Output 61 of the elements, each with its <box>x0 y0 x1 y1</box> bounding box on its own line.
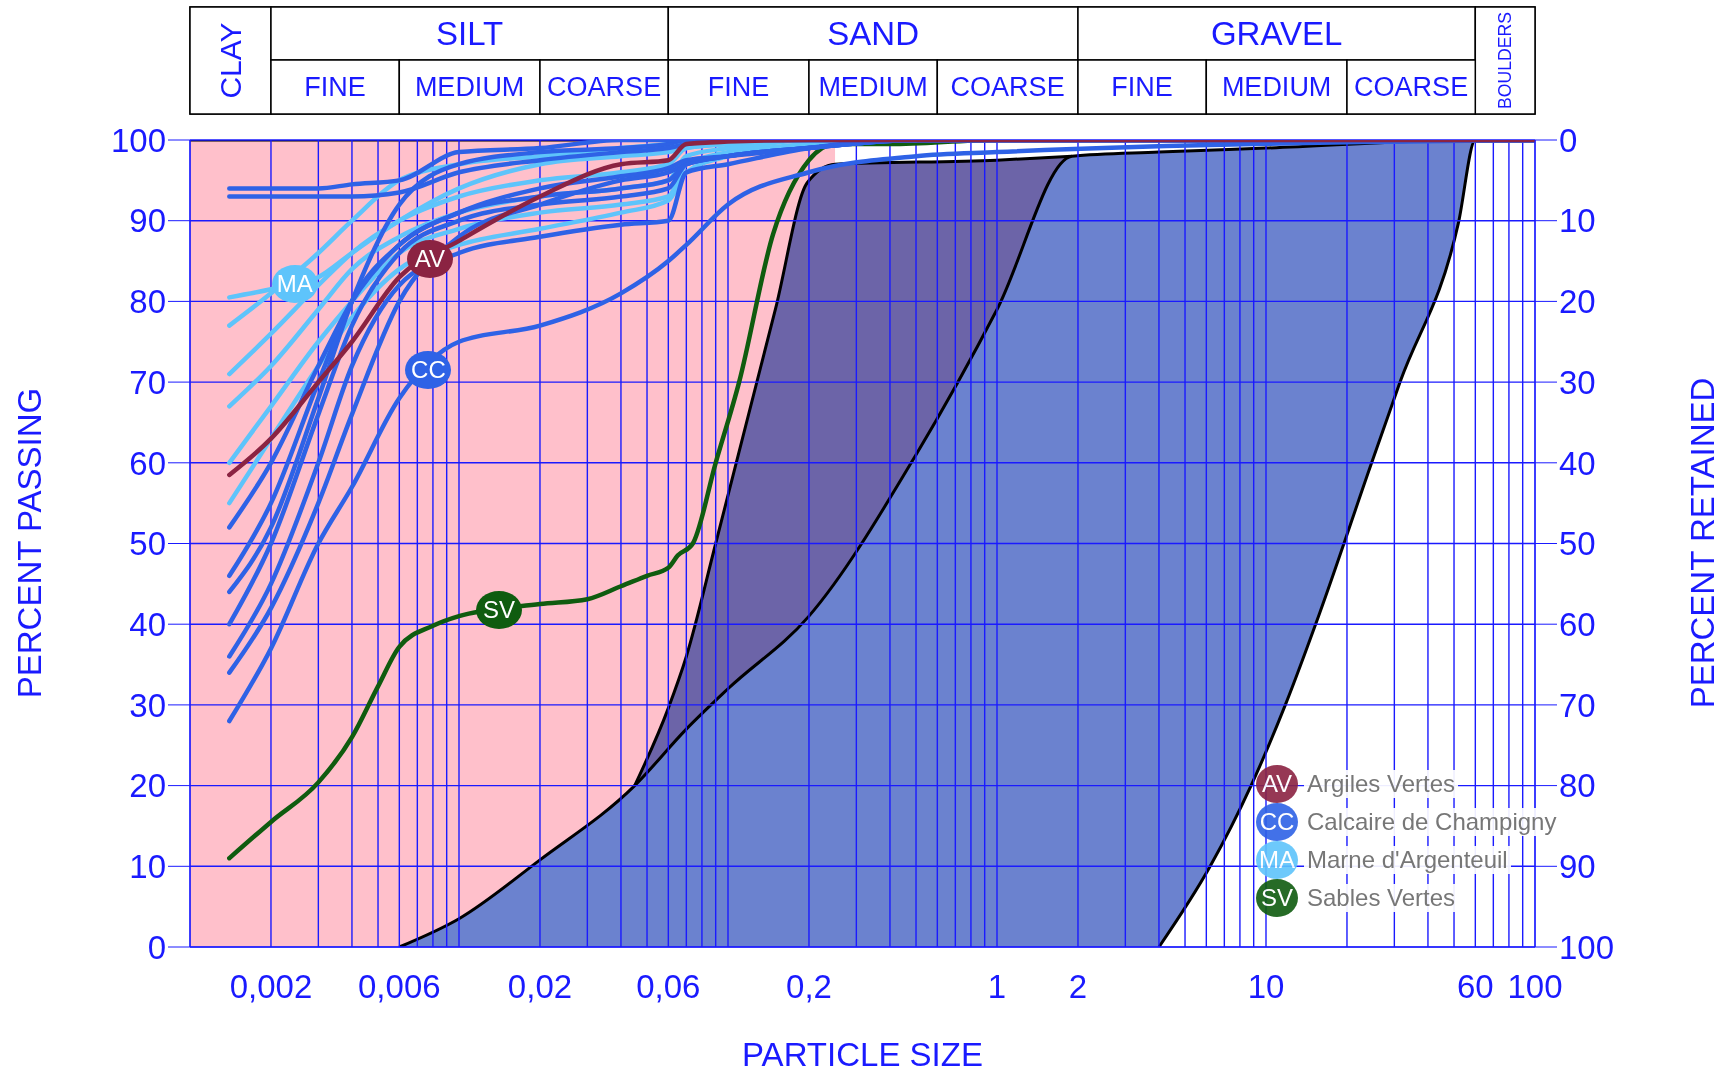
annotation: AV <box>1256 765 1298 803</box>
x-tick-label: 0,006 <box>358 968 441 1006</box>
y2-tick-label: 40 <box>1559 444 1596 482</box>
x-tick-label: 10 <box>1247 968 1285 1006</box>
legend-label: Calcaire de Champigny <box>1304 808 1560 836</box>
y2-tick-label: 50 <box>1559 525 1596 563</box>
text: MEDIUM <box>414 72 525 102</box>
text: COARSE <box>1354 72 1469 102</box>
x-tick-label: 0,02 <box>507 968 573 1006</box>
y-tick-label: 100 <box>110 121 166 159</box>
y-tick-label: 50 <box>129 525 166 563</box>
text: FINE <box>707 72 770 102</box>
y-tick-label: 20 <box>129 767 166 805</box>
legend-label: Marne d'Argenteuil <box>1304 846 1511 874</box>
x-tick-label: 0,2 <box>786 968 832 1006</box>
y-tick-label: 60 <box>129 444 166 482</box>
y2-tick-label: 70 <box>1559 686 1596 724</box>
y2-tick-label: 60 <box>1559 605 1596 643</box>
text: SILT <box>436 15 504 52</box>
legend-label: Sables Vertes <box>1304 884 1459 912</box>
annotation: CC <box>405 350 452 389</box>
y-tick-label: 30 <box>129 686 166 724</box>
x-tick-label: 0,06 <box>636 968 701 1006</box>
y-tick-label: 0 <box>147 928 166 966</box>
text: BOULDERS <box>1495 12 1516 109</box>
annotation: SV <box>476 591 523 630</box>
y2-tick-label: 0 <box>1559 121 1578 159</box>
legend-label: Argiles Vertes <box>1304 770 1459 798</box>
x-tick-label: 1 <box>987 968 1007 1006</box>
y-tick-label: 90 <box>129 202 166 240</box>
y2-tick-label: 80 <box>1559 767 1596 805</box>
y-tick-label: 10 <box>129 848 166 886</box>
annotation: MA <box>271 264 318 303</box>
annotation: MA <box>1256 841 1298 879</box>
x-tick-label: 0,002 <box>229 968 313 1006</box>
y2-tick-label: 30 <box>1559 363 1596 401</box>
annotation: CC <box>1256 803 1298 841</box>
text: MEDIUM <box>818 72 928 102</box>
text: COARSE <box>547 72 662 102</box>
x-tick-label: 2 <box>1068 968 1088 1006</box>
y-axis-title: PERCENT PASSING <box>11 386 49 700</box>
y-tick-label: 40 <box>129 605 166 643</box>
x-axis-title: PARTICLE SIZE <box>741 1036 984 1074</box>
text: FINE <box>304 72 366 102</box>
x-tick-label: 100 <box>1507 968 1563 1006</box>
text: MEDIUM <box>1221 72 1332 102</box>
y2-axis-title: PERCENT RETAINED <box>1684 376 1722 710</box>
text: FINE <box>1111 72 1173 102</box>
annotation: AV <box>406 239 453 278</box>
text: GRAVEL <box>1210 15 1343 52</box>
y2-tick-label: 20 <box>1559 283 1596 321</box>
text: SAND <box>827 15 919 52</box>
annotation: SV <box>1256 879 1298 917</box>
y-tick-label: 70 <box>129 363 166 401</box>
x-tick-label: 60 <box>1456 968 1494 1006</box>
text: COARSE <box>950 72 1065 102</box>
y2-tick-label: 100 <box>1559 928 1615 966</box>
y2-tick-label: 90 <box>1559 848 1596 886</box>
text: CLAY <box>213 22 247 99</box>
y-tick-label: 80 <box>129 283 166 321</box>
y2-tick-label: 10 <box>1559 202 1596 240</box>
